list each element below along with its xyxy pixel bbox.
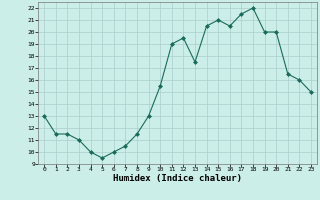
X-axis label: Humidex (Indice chaleur): Humidex (Indice chaleur) (113, 174, 242, 183)
